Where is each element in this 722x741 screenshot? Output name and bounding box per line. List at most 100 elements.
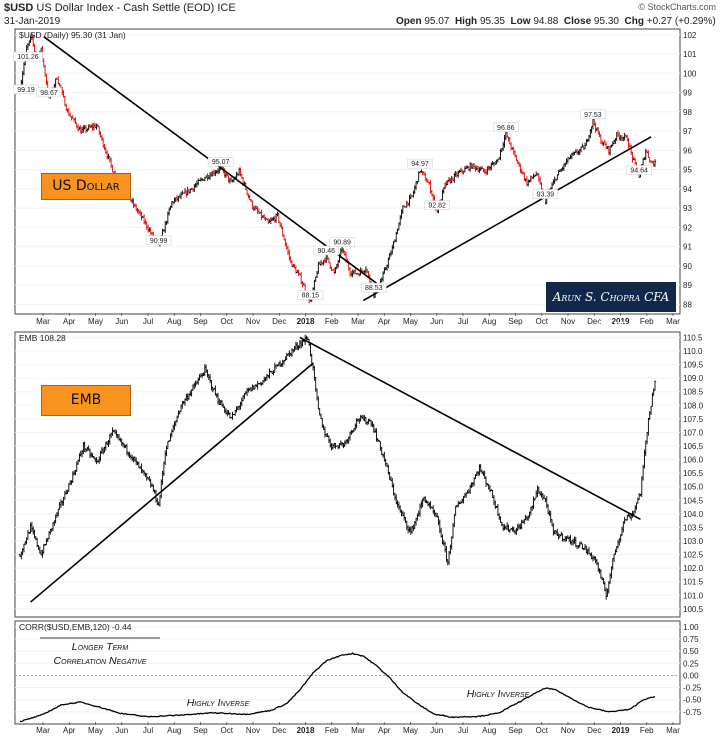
close-label: Close — [563, 16, 592, 27]
x-axis-tick-label: Feb — [325, 317, 339, 326]
ohlc-readout: Open 95.07 High 95.35 Low 94.88 Close 95… — [396, 16, 716, 27]
x-axis-tick-label: Jul — [458, 317, 468, 326]
corr-ytick-label: -0.75 — [683, 708, 702, 717]
x-axis-tick-label: Dec — [587, 317, 601, 326]
x-axis-tick-label: Feb — [325, 726, 339, 735]
emb-trendline — [299, 336, 641, 520]
x-axis-tick-label: May — [88, 317, 103, 326]
usd-legend: $USD (Daily) 95.30 (31 Jan) — [19, 30, 126, 40]
emb-ytick-label: 108.0 — [683, 401, 704, 410]
usd-ytick-label: 100 — [683, 69, 697, 78]
usd-price-label: 94.97 — [407, 158, 433, 169]
corr-ytick-label: 1.00 — [683, 623, 699, 632]
svg-text:90.99: 90.99 — [150, 238, 168, 245]
usd-frame — [14, 28, 681, 315]
emb-legend: EMB 108.28 — [19, 333, 66, 343]
low-value: 94.88 — [533, 16, 559, 27]
usd-ytick-label: 90 — [683, 262, 692, 271]
x-axis-tick-label: Nov — [561, 726, 575, 735]
open-value: 95.07 — [424, 16, 450, 27]
emb-ytick-label: 106.5 — [683, 442, 704, 451]
emb-ytick-label: 110.5 — [683, 333, 703, 342]
usd-price-label: 96.86 — [493, 122, 519, 133]
svg-text:92.82: 92.82 — [428, 203, 446, 210]
emb-ytick-label: 109.0 — [683, 374, 704, 383]
x-axis-tick-label: Nov — [561, 317, 575, 326]
emb-ytick-label: 109.5 — [683, 361, 704, 370]
corr-legend: CORR($USD,EMB,120) -0.44 — [19, 622, 132, 632]
x-axis-tick-label: Dec — [272, 317, 286, 326]
x-axis-tick-label: 2019 — [612, 317, 630, 326]
x-axis-tick-label: Sep — [508, 317, 523, 326]
svg-text:88.53: 88.53 — [365, 285, 383, 292]
usd-ytick-label: 94 — [683, 185, 692, 194]
usd-price-label: 98.67 — [36, 87, 62, 98]
usd-ytick-label: 93 — [683, 204, 692, 213]
usd-price-label: 94.64 — [626, 165, 652, 175]
x-axis-tick-label: Mar — [351, 726, 365, 735]
x-axis-tick-label: Jun — [115, 726, 128, 735]
usd-ytick-label: 92 — [683, 223, 692, 232]
usd-price-label: 95.07 — [207, 156, 234, 167]
chg-label: Chg — [624, 16, 644, 27]
low-label: Low — [510, 16, 531, 27]
x-axis-tick-label: May — [88, 726, 103, 735]
svg-text:94.64: 94.64 — [630, 168, 648, 175]
corr-ytick-label: 0.50 — [683, 647, 699, 656]
usd-price-label: 90.46 — [313, 245, 340, 256]
x-axis-tick-label: Aug — [167, 317, 181, 326]
x-axis-tick-label: Apr — [378, 726, 391, 735]
open-label: Open — [396, 16, 422, 27]
corr-ytick-label: -0.25 — [683, 684, 702, 693]
x-axis-tick-label: Jun — [115, 317, 128, 326]
x-axis-tick-label: Mar — [351, 317, 365, 326]
x-axis-tick-label: Sep — [508, 726, 523, 735]
emb-ytick-label: 100.5 — [683, 605, 704, 614]
x-axis-tick-label: 2018 — [297, 317, 315, 326]
stockcharts-credit: © StockCharts.com — [638, 2, 716, 12]
author-box: Arun S. Chopra CFA CMT — [546, 282, 676, 334]
x-axis-tick-label: 2019 — [612, 726, 630, 735]
symbol: $USD — [4, 2, 34, 14]
x-axis-tick-label: May — [403, 317, 418, 326]
svg-text:95.07: 95.07 — [212, 159, 230, 166]
chg-value: +0.27 (+0.29%) — [646, 16, 716, 27]
x-axis-tick-label: Feb — [640, 317, 654, 326]
usd-panel: 88 89 90 91 92 93 94 95 96 97 98 99 100 101 102 $USD (D… — [12, 28, 697, 315]
usd-ytick-label: 88 — [683, 300, 692, 309]
usd-ytick-label: 89 — [683, 281, 692, 290]
corr-frame — [14, 620, 681, 725]
instrument-name: US Dollar Index - Cash Settle (EOD) — [36, 2, 215, 14]
corr-ytick-label: 0.25 — [683, 659, 699, 668]
x-axis-tick-label: Jul — [143, 726, 153, 735]
chart-date: 31-Jan-2019 — [4, 16, 61, 27]
x-axis-tick-label: Aug — [482, 726, 496, 735]
usd-annotation-box: US Dollar — [41, 173, 131, 200]
x-axis-tick-label: Dec — [587, 726, 601, 735]
x-axis-tick-label: Apr — [63, 317, 76, 326]
usd-trendline — [362, 136, 652, 302]
usd-price-label: 93.39 — [532, 189, 559, 199]
usd-ytick-label: 91 — [683, 243, 692, 252]
chart-header-title: $USD US Dollar Index - Cash Settle (EOD)… — [4, 2, 236, 14]
usd-price-label: 99.19 — [13, 84, 39, 95]
x-axis-tick-label: Sep — [193, 726, 208, 735]
exchange: ICE — [217, 2, 236, 14]
emb-ytick-label: 106.0 — [683, 456, 704, 465]
highly-inverse-label-2: Highly Inverse — [467, 688, 530, 700]
svg-text:93.39: 93.39 — [537, 192, 555, 199]
emb-frame — [14, 331, 681, 618]
emb-ytick-label: 104.0 — [683, 510, 704, 519]
svg-text:90.46: 90.46 — [318, 248, 336, 255]
svg-text:99.19: 99.19 — [17, 87, 35, 94]
usd-price-label: 97.53 — [580, 109, 606, 120]
x-axis-tick-label: Apr — [378, 317, 391, 326]
usd-price-label: 88.53 — [361, 282, 387, 293]
corr-series-line — [19, 652, 656, 723]
usd-price-label: 88.15 — [297, 290, 324, 300]
close-value: 95.30 — [593, 16, 619, 27]
usd-price-label: 101.26 — [12, 51, 43, 62]
emb-ytick-label: 110.0 — [683, 347, 703, 356]
x-axis-tick-label: Oct — [536, 726, 549, 735]
x-axis-tick-label: Jun — [430, 726, 443, 735]
